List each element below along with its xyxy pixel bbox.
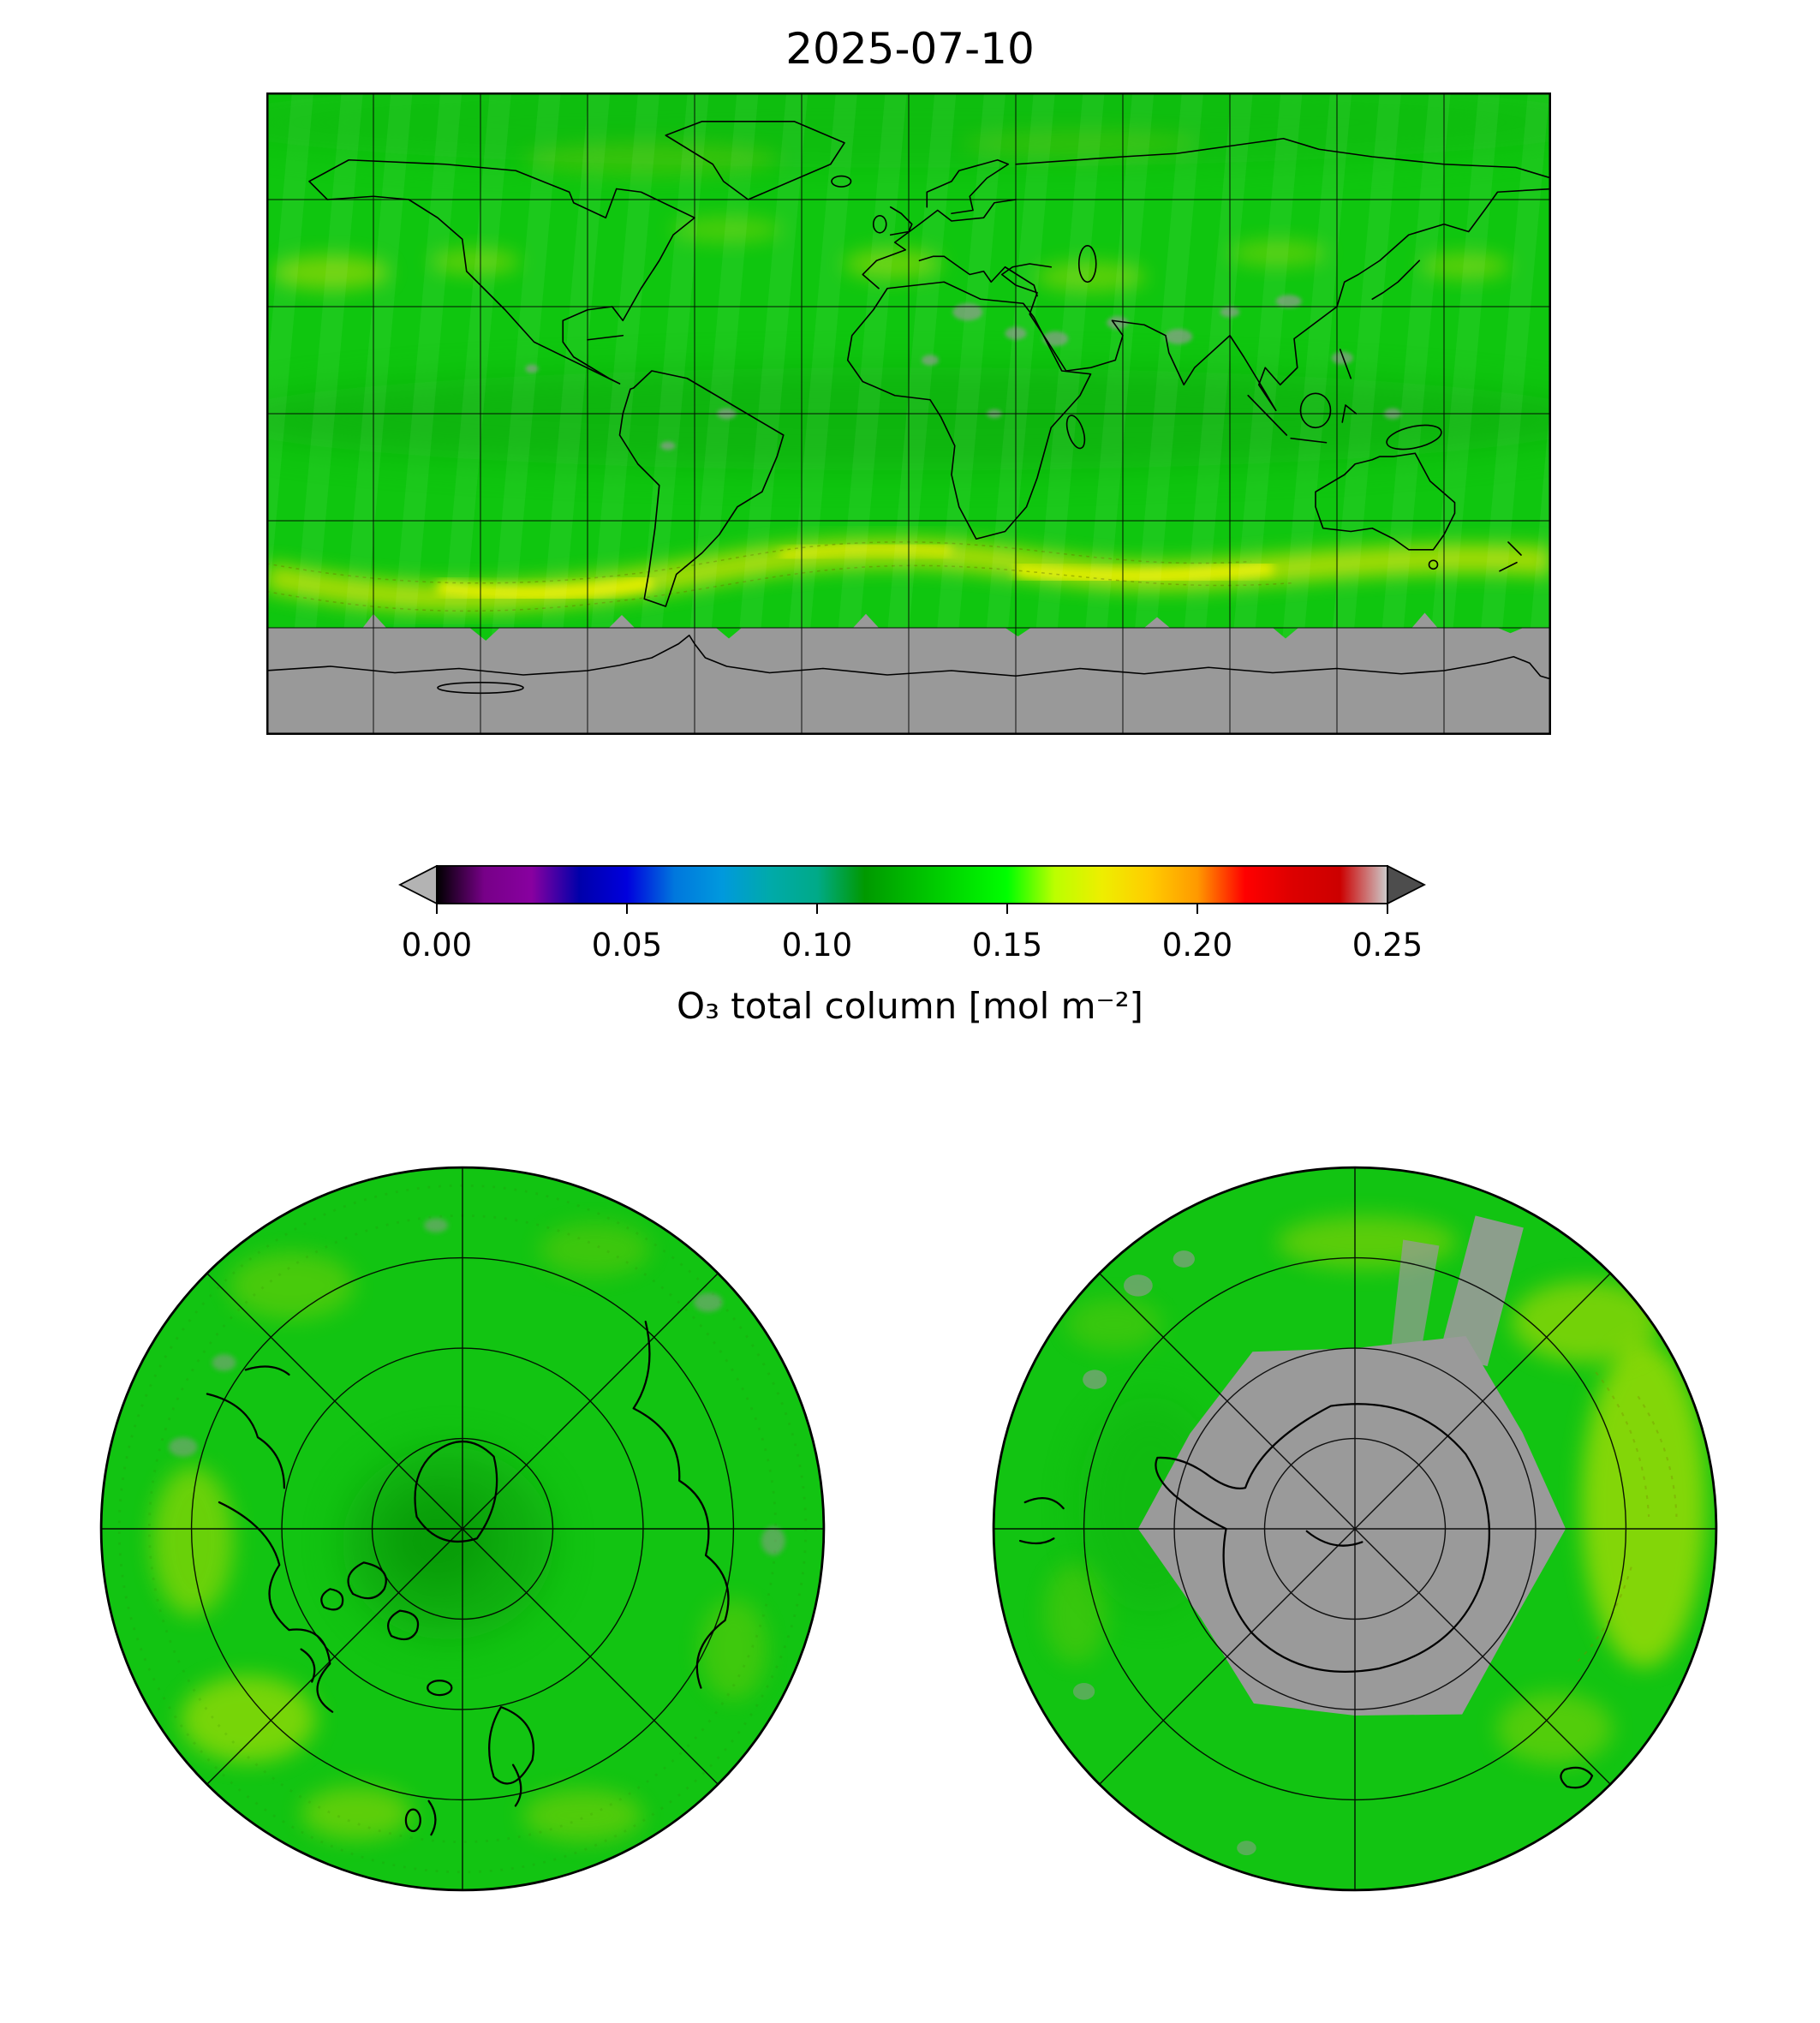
panel-border-north <box>99 1166 826 1892</box>
coastlines-north <box>206 1321 730 1836</box>
colorbar-tick-marks <box>436 904 1388 914</box>
colorbar-over-arrow <box>1387 865 1426 905</box>
coastlines <box>266 120 1551 695</box>
colorbar-gradient-bar <box>436 865 1388 904</box>
north-polar-panel <box>99 1166 826 1892</box>
tick-label: 0.05 <box>591 927 663 964</box>
tick-label: 0.00 <box>401 927 473 964</box>
figure-title: 2025-07-10 <box>785 24 1035 74</box>
graticule-north <box>101 1167 824 1890</box>
colorbar-label: O₃ total column [mol m⁻²] <box>677 985 1143 1027</box>
panel-border <box>266 92 1551 735</box>
tick-label: 0.10 <box>781 927 853 964</box>
graticule <box>266 92 1551 735</box>
ozone-field-shading-south <box>1044 1215 1707 1765</box>
panel-border-south <box>992 1166 1718 1892</box>
tick-label: 0.20 <box>1161 927 1233 964</box>
global-map-panel <box>266 92 1551 735</box>
data-gap-patches-north <box>168 1218 785 1555</box>
tick-label: 0.15 <box>971 927 1043 964</box>
coastlines-south <box>1018 1403 1594 1789</box>
colorbar <box>398 865 1426 914</box>
colorbar-under-arrow <box>398 865 438 905</box>
colorbar-tick-labels: 0.00 0.05 0.10 0.15 0.20 0.25 <box>402 927 1423 971</box>
south-polar-panel <box>992 1166 1718 1892</box>
graticule-south <box>994 1167 1716 1890</box>
tick-label: 0.25 <box>1352 927 1423 964</box>
